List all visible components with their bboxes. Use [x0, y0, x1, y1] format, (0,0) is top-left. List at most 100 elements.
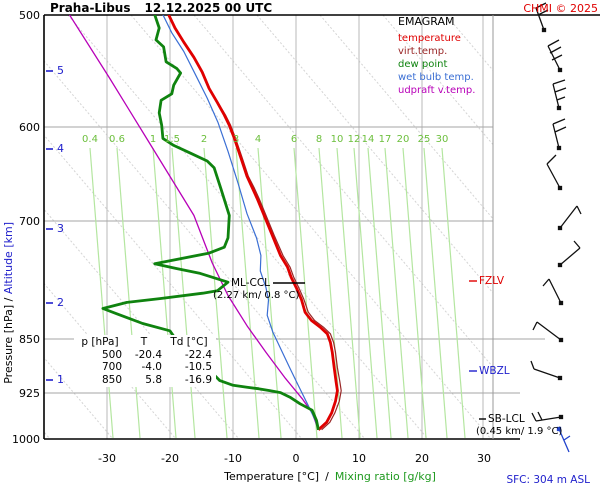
- dry-adiabat-line: [44, 60, 366, 439]
- mixing-label-4: 4: [254, 134, 262, 145]
- mixing-label-2: 2: [200, 134, 208, 145]
- temp-tick-20: 20: [415, 452, 429, 465]
- wind-barb: [546, 154, 561, 189]
- table-header-temp: T: [140, 336, 148, 348]
- curve-updraft-v-temp: [68, 15, 320, 431]
- legend-item-dew-point: dew point: [398, 59, 448, 70]
- wind-barb: [542, 278, 562, 304]
- plot-title: Praha-Libus 12.12.2025 00 UTC: [50, 1, 272, 15]
- curve-wet-bulb-temp: [162, 15, 319, 430]
- mixing-axis-title: Mixing ratio [g/kg]: [334, 470, 436, 483]
- pressure-tick-1000: 1000: [12, 433, 40, 446]
- legend-item-temperature: temperature: [398, 33, 461, 44]
- mixing-ratio-line: [318, 147, 343, 439]
- wind-barb: [559, 240, 581, 266]
- plot-frame: [43, 14, 600, 440]
- x-axis-title: Temperature [°C] / Mixing ratio [g/kg]: [160, 470, 500, 483]
- mixing-ratio-line: [423, 147, 448, 439]
- dry-adiabat-line: [67, 15, 429, 439]
- mlccl-detail: (2.27 km/ 0.8 °C): [213, 290, 300, 301]
- mixing-label-25: 25: [417, 134, 431, 145]
- pressure-axis-title: Pressure [hPa]: [2, 304, 15, 384]
- credit-text: CHMI © 2025: [523, 2, 598, 15]
- mixing-ratio-line: [384, 147, 409, 439]
- table-cell: -16.9: [184, 373, 212, 386]
- y-axis-title: Pressure [hPa] / Altitude [km]: [2, 222, 15, 384]
- altitude-tick-1: 1: [57, 373, 64, 386]
- surface-wind-barb: [556, 426, 571, 453]
- sblcl-label: SB-LCL: [488, 413, 525, 425]
- table-cell: -22.4: [184, 348, 212, 361]
- table-header-pressure: p [hPa]: [81, 336, 119, 348]
- mixing-label-14: 14: [361, 134, 375, 145]
- mixing-ratio-line: [116, 147, 141, 439]
- dry-adiabat-line: [193, 15, 493, 368]
- mixing-label-10: 10: [330, 134, 344, 145]
- station-name: Praha-Libus: [50, 1, 131, 15]
- temp-tick-10: 10: [352, 452, 366, 465]
- table-cell: -4.0: [141, 361, 163, 373]
- altitude-tick-3: 3: [57, 222, 64, 235]
- altitude-axis-title: Altitude [km]: [2, 222, 15, 295]
- dry-adiabat-line: [130, 15, 492, 439]
- sounding-curves: [68, 15, 342, 431]
- surface-elevation-label: SFC: 304 m ASL: [506, 474, 590, 486]
- mixing-ratio-line: [257, 147, 282, 439]
- mixing-ratio-line: [293, 147, 318, 439]
- legend-item-updraft: udpraft v.temp.: [398, 85, 476, 96]
- table-cell: -20.4: [134, 348, 162, 361]
- mixing-label-12: 12: [347, 134, 361, 145]
- mixing-label-6: 6: [290, 134, 298, 145]
- dry-adiabat-line: [256, 15, 493, 294]
- run-datetime: 12.12.2025 00 UTC: [144, 1, 273, 15]
- table-cell: 5.8: [145, 373, 162, 386]
- mixing-ratio-line: [402, 147, 427, 439]
- level-markers: [273, 280, 486, 420]
- wind-barbs-column: [530, 2, 582, 453]
- fzlv-label: FZLV: [479, 275, 505, 287]
- pressure-tick-500: 500: [19, 9, 40, 22]
- axis-separator: /: [2, 294, 15, 305]
- mixing-label-0.6: 0.6: [109, 134, 125, 145]
- wbzl-label: WBZL: [479, 365, 510, 377]
- dry-adiabat-line: [382, 15, 493, 146]
- mixing-ratio-line: [171, 147, 196, 439]
- altitude-tick-4: 4: [57, 142, 64, 155]
- temp-tick-0: 0: [292, 452, 300, 465]
- curve-dew-point: [101, 15, 320, 431]
- mixing-label-30: 30: [435, 134, 449, 145]
- mixing-ratio-line: [441, 147, 466, 439]
- dry-adiabat-line: [319, 15, 493, 220]
- grid-layer: [44, 15, 493, 439]
- table-header-dewpoint: Td [°C]: [170, 336, 208, 348]
- mixing-label-8: 8: [315, 134, 323, 145]
- wind-barb: [532, 321, 562, 341]
- table-cell: -10.5: [184, 361, 212, 373]
- mlccl-label: ML-CCL: [230, 277, 270, 289]
- mixing-ratio-line: [353, 147, 378, 439]
- mixing-label-0.4: 0.4: [82, 134, 98, 145]
- altitude-tick-2: 2: [57, 296, 64, 309]
- temp-tick--20: -20: [161, 452, 179, 465]
- temp-tick--10: -10: [224, 452, 242, 465]
- wind-barb: [531, 411, 562, 422]
- wind-barb: [535, 2, 549, 31]
- pressure-tick-925: 925: [19, 387, 40, 400]
- pressure-tick-850: 850: [19, 333, 40, 346]
- wind-barb: [559, 205, 582, 229]
- mixing-label-1.5: 1.5: [164, 134, 180, 145]
- axis-separator: /: [325, 470, 329, 483]
- wind-barb: [552, 79, 567, 109]
- sounding-table: p [hPa] T Td [°C] 500 -20.4 -22.4 700 -4…: [74, 335, 216, 387]
- table-cell: 700: [101, 361, 122, 373]
- legend: EMAGRAM temperature virt.temp. dew point…: [398, 15, 475, 97]
- altitude-tick-5: 5: [57, 64, 64, 77]
- mixing-label-17: 17: [378, 134, 392, 145]
- pressure-gridline-extensions: [493, 338, 545, 394]
- wind-barb: [530, 360, 561, 379]
- curve-temperature: [167, 15, 339, 431]
- temp-tick-30: 30: [477, 452, 491, 465]
- mixing-label-1: 1: [149, 134, 157, 145]
